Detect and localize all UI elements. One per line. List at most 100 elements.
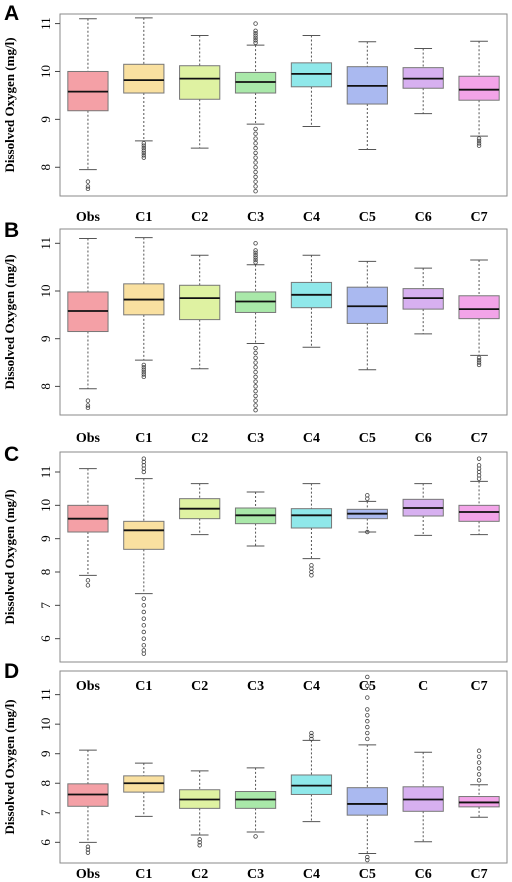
box-c5 — [346, 493, 388, 535]
category-label: C5 — [359, 867, 376, 882]
outlier-point — [365, 724, 370, 730]
outlier-point — [253, 145, 258, 151]
box-c3 — [234, 241, 277, 413]
y-tick-label: 11 — [38, 237, 53, 250]
outlier-point — [253, 398, 258, 403]
outlier-point — [476, 463, 482, 468]
outlier-point — [365, 713, 370, 718]
plot-frame — [59, 451, 508, 663]
box-c — [402, 483, 444, 536]
category-label: Obs — [76, 679, 101, 694]
outlier-point — [365, 736, 370, 742]
outlier-point — [476, 456, 482, 461]
category-label: C4 — [303, 867, 320, 882]
outlier-point — [253, 248, 258, 253]
outlier-point — [253, 260, 258, 265]
outlier-point — [253, 165, 258, 170]
y-axis-label: Dissolved Oxygen (mg/l) — [2, 37, 17, 172]
plot-frame — [59, 670, 508, 864]
category-label: Obs — [76, 431, 101, 446]
category-label: C1 — [135, 431, 152, 446]
outlier-point — [253, 350, 258, 356]
box-c6 — [402, 751, 444, 843]
y-axis-label: Dissolved Oxygen (mg/l) — [2, 699, 17, 834]
outlier-point — [476, 766, 482, 771]
outlier-point — [85, 398, 91, 403]
category-label: C1 — [135, 679, 152, 694]
box-c2 — [179, 35, 221, 149]
outlier-point — [253, 257, 258, 263]
outlier-point — [476, 141, 482, 146]
category-label: C2 — [191, 679, 208, 694]
outlier-point — [253, 38, 258, 43]
outlier-point — [309, 573, 314, 578]
outlier-point — [365, 493, 370, 498]
outlier-point — [85, 403, 91, 408]
iqr-box — [346, 286, 388, 324]
outlier-point — [253, 360, 258, 365]
box-c3 — [234, 767, 277, 839]
y-tick-label: 10 — [38, 285, 53, 298]
box-c4 — [290, 730, 333, 823]
y-tick-label: 10 — [38, 65, 53, 78]
box-c5 — [346, 674, 388, 863]
panel-c: C Dissolved Oxygen (mg/l) 6 7 8 9 10 11 Obs C1 C2 C… — [2, 443, 508, 694]
y-tick-label: 9 — [38, 535, 53, 542]
box-c7 — [458, 259, 500, 368]
outlier-point — [253, 136, 258, 141]
box-obs — [67, 749, 109, 855]
outlier-point — [253, 141, 258, 146]
outlier-point — [141, 367, 147, 372]
outlier-point — [253, 126, 258, 132]
box-c4 — [290, 254, 333, 348]
outlier-point — [476, 778, 482, 783]
box-c5 — [346, 260, 388, 371]
y-tick-label: 7 — [38, 602, 53, 609]
outlier-point — [476, 754, 482, 759]
panel-letter: D — [4, 660, 19, 683]
outlier-point — [476, 143, 482, 148]
iqr-box — [179, 65, 221, 100]
y-tick-label: 9 — [38, 116, 53, 123]
outlier-point — [253, 179, 258, 184]
outlier-point — [253, 184, 258, 189]
outlier-point — [253, 33, 258, 38]
outlier-point — [197, 840, 202, 845]
outlier-point — [365, 719, 370, 724]
outlier-point — [85, 184, 91, 189]
y-tick-label: 8 — [38, 383, 53, 390]
outlier-point — [85, 578, 91, 583]
outlier-point — [141, 596, 147, 601]
category-label: C6 — [415, 867, 432, 882]
panel-b: B Dissolved Oxygen (mg/l) 8 9 10 11 Obs C1 C2 C3 C… — [2, 219, 508, 446]
outlier-point — [85, 850, 91, 855]
box-c1 — [123, 17, 165, 160]
y-tick-label: 9 — [38, 750, 53, 757]
category-label: C5 — [359, 679, 376, 694]
category-label: C6 — [415, 210, 432, 225]
outlier-point — [365, 695, 370, 700]
outlier-point — [85, 583, 91, 588]
box-obs — [67, 238, 109, 411]
category-label: C7 — [471, 431, 488, 446]
outlier-point — [197, 837, 202, 842]
box-obs — [67, 468, 109, 588]
outlier-point — [253, 189, 258, 194]
plot-frame — [59, 13, 508, 197]
outlier-point — [141, 456, 147, 461]
category-label: C1 — [135, 867, 152, 882]
y-tick-label: 9 — [38, 335, 53, 342]
panel-letter: C — [4, 443, 19, 466]
outlier-point — [253, 169, 258, 175]
outlier-point — [253, 28, 258, 33]
outlier-point — [85, 847, 91, 852]
panel-letter: A — [4, 2, 19, 25]
outlier-point — [141, 155, 147, 160]
category-label: C1 — [135, 210, 152, 225]
y-tick-label: 8 — [38, 569, 53, 576]
box-c6 — [402, 267, 444, 335]
panel-a: A Dissolved Oxygen (mg/l) 8 9 10 11 Obs C1 C2 C3 C… — [2, 2, 508, 225]
outlier-point — [141, 374, 147, 380]
box-c1 — [123, 456, 165, 656]
category-label: C4 — [303, 210, 320, 225]
